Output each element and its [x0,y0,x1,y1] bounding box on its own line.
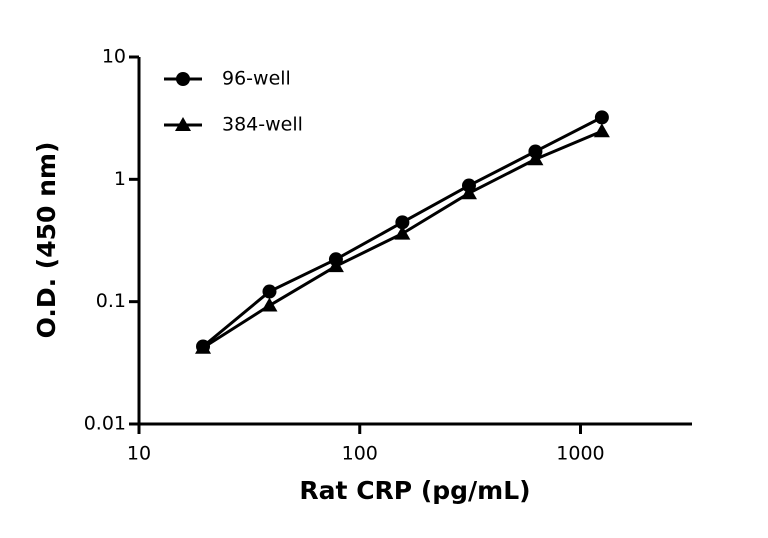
marker [262,284,277,299]
marker [594,110,609,125]
marker [395,215,410,230]
marker [593,123,610,138]
marker [261,297,278,312]
y-tick-label: 0.01 [84,413,126,435]
x-tick-label: 10 [127,443,151,465]
marker [527,151,544,166]
marker [394,225,411,240]
x-axis-title: Rat CRP (pg/mL) [299,476,530,505]
y-tick-label: 0.1 [96,290,126,312]
x-tick-label: 100 [342,443,378,465]
marker [460,185,477,200]
marker [327,258,344,273]
y-tick-label: 10 [102,46,126,68]
marker [176,72,190,86]
legend-label: 384-well [222,114,303,136]
marker [175,117,191,131]
y-tick-label: 1 [114,168,126,190]
legend-label: 96-well [222,68,291,90]
y-axis-title: O.D. (450 nm) [32,142,61,339]
x-tick-label: 1000 [556,443,604,465]
marker [195,339,212,354]
